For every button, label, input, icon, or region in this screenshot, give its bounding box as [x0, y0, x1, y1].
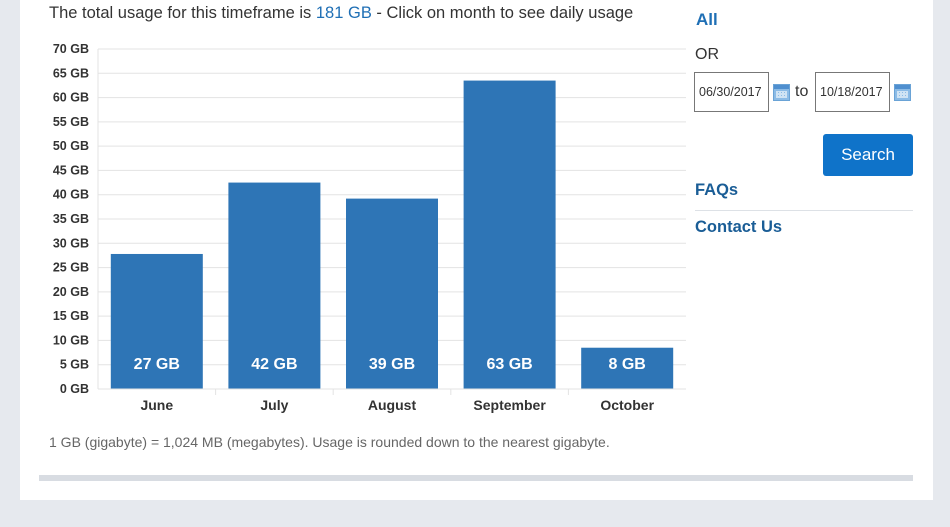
y-tick-label: 25 GB	[53, 261, 89, 275]
usage-summary: The total usage for this timeframe is 18…	[49, 4, 633, 23]
all-link[interactable]: All	[696, 10, 718, 29]
data-label: 27 GB	[134, 356, 180, 373]
usage-chart-svg: 0 GB 5 GB 10 GB 15 GB 20 GB 25 GB 30 GB 35 GB 40…	[53, 42, 686, 413]
total-usage: 181 GB	[315, 4, 372, 22]
y-tick-label: 0 GB	[60, 382, 89, 396]
faqs-link[interactable]: FAQs	[695, 181, 739, 199]
data-label: 39 GB	[369, 356, 415, 373]
y-tick-label: 55 GB	[53, 115, 89, 129]
gigabyte-note: 1 GB (gigabyte) = 1,024 MB (megabytes). …	[49, 434, 610, 450]
bar-september[interactable]	[463, 80, 556, 390]
bar-july[interactable]	[228, 182, 321, 389]
y-tick-label: 5 GB	[60, 358, 89, 372]
y-tick-label: 60 GB	[53, 91, 89, 105]
y-tick-label: 70 GB	[53, 42, 89, 56]
data-label: 63 GB	[486, 356, 532, 373]
bar-june[interactable]	[110, 253, 203, 389]
y-tick-label: 15 GB	[53, 309, 89, 323]
sidebar-divider	[695, 210, 913, 211]
calendar-icon[interactable]	[773, 84, 790, 101]
end-date-input[interactable]	[815, 72, 890, 112]
search-button[interactable]: Search	[823, 134, 913, 176]
x-tick-label[interactable]: August	[368, 397, 417, 413]
y-tick-label: 65 GB	[53, 66, 89, 80]
summary-prefix: The total usage for this timeframe is	[49, 4, 316, 22]
data-label: 42 GB	[251, 356, 297, 373]
start-date-input[interactable]	[694, 72, 769, 112]
y-tick-label: 10 GB	[53, 333, 89, 347]
usage-chart: 0 GB 5 GB 10 GB 15 GB 20 GB 25 GB 30 GB 35 GB 40…	[53, 42, 686, 413]
contact-us-link[interactable]: Contact Us	[695, 218, 783, 236]
calendar-icon[interactable]	[894, 84, 911, 101]
y-tick-label: 30 GB	[53, 236, 89, 250]
y-tick-label: 35 GB	[53, 212, 89, 226]
summary-suffix: - Click on month to see daily usage	[371, 4, 634, 22]
x-tick-label[interactable]: July	[260, 397, 288, 413]
y-tick-label: 45 GB	[53, 163, 89, 177]
to-label: to	[795, 83, 809, 100]
y-tick-label: 40 GB	[53, 188, 89, 202]
bar-august[interactable]	[346, 198, 438, 389]
x-tick-label[interactable]: October	[600, 397, 654, 413]
x-tick-label[interactable]: September	[473, 397, 546, 413]
y-tick-label: 50 GB	[53, 139, 89, 153]
or-label: OR	[695, 46, 719, 63]
x-tick-label[interactable]: June	[140, 397, 173, 413]
bar-october[interactable]	[581, 347, 674, 389]
y-tick-label: 20 GB	[53, 285, 89, 299]
data-label: 8 GB	[609, 356, 646, 373]
horizontal-scrollbar[interactable]	[39, 475, 913, 481]
